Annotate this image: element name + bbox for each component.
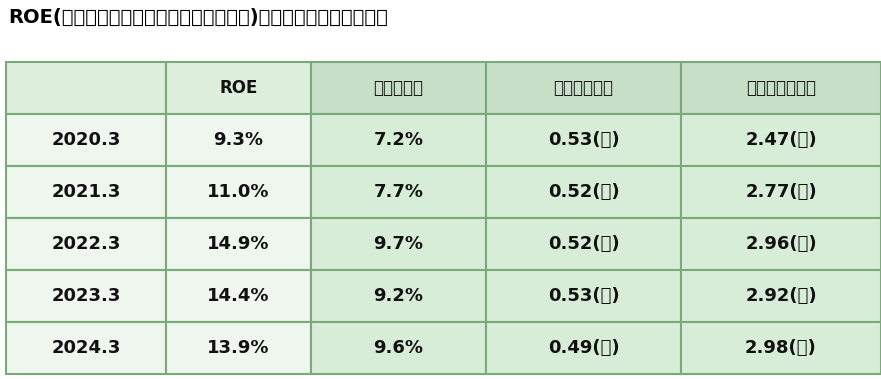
Text: 当期利益率: 当期利益率 bbox=[374, 79, 424, 97]
Bar bbox=[6, 322, 166, 374]
Bar bbox=[311, 114, 486, 166]
Bar bbox=[681, 322, 881, 374]
Text: 2.96(倍): 2.96(倍) bbox=[745, 235, 817, 253]
Bar bbox=[311, 62, 486, 114]
Bar bbox=[166, 62, 311, 114]
Text: 0.52(回): 0.52(回) bbox=[548, 235, 619, 253]
Text: 2022.3: 2022.3 bbox=[51, 235, 121, 253]
Bar bbox=[486, 218, 681, 270]
Bar bbox=[486, 62, 681, 114]
Text: 0.49(回): 0.49(回) bbox=[548, 339, 619, 357]
Text: 0.52(回): 0.52(回) bbox=[548, 183, 619, 201]
Text: 7.7%: 7.7% bbox=[374, 183, 424, 201]
Text: 9.7%: 9.7% bbox=[374, 235, 424, 253]
Text: 9.3%: 9.3% bbox=[213, 131, 263, 149]
Text: 2023.3: 2023.3 bbox=[51, 287, 121, 305]
Bar bbox=[6, 270, 166, 322]
Text: 2021.3: 2021.3 bbox=[51, 183, 121, 201]
Text: 9.6%: 9.6% bbox=[374, 339, 424, 357]
Bar bbox=[311, 218, 486, 270]
Text: 2.98(倍): 2.98(倍) bbox=[745, 339, 817, 357]
Bar bbox=[486, 166, 681, 218]
Bar bbox=[486, 114, 681, 166]
Text: 11.0%: 11.0% bbox=[207, 183, 270, 201]
Bar bbox=[681, 166, 881, 218]
Bar bbox=[486, 322, 681, 374]
Bar bbox=[486, 270, 681, 322]
Bar bbox=[311, 322, 486, 374]
Bar bbox=[166, 166, 311, 218]
Bar bbox=[166, 322, 311, 374]
Bar bbox=[681, 62, 881, 114]
Text: 9.2%: 9.2% bbox=[374, 287, 424, 305]
Text: 7.2%: 7.2% bbox=[374, 131, 424, 149]
Bar bbox=[311, 270, 486, 322]
Bar bbox=[681, 218, 881, 270]
Bar bbox=[6, 218, 166, 270]
Bar bbox=[166, 270, 311, 322]
Text: 0.53(回): 0.53(回) bbox=[548, 131, 619, 149]
Bar bbox=[6, 62, 166, 114]
Text: 2024.3: 2024.3 bbox=[51, 339, 121, 357]
Bar bbox=[681, 270, 881, 322]
Text: 総資本回転率: 総資本回転率 bbox=[553, 79, 613, 97]
Text: 2.92(倍): 2.92(倍) bbox=[745, 287, 817, 305]
Bar bbox=[166, 218, 311, 270]
Text: 14.9%: 14.9% bbox=[207, 235, 270, 253]
Bar bbox=[6, 114, 166, 166]
Text: 2.47(倍): 2.47(倍) bbox=[745, 131, 817, 149]
Text: ROE: ROE bbox=[219, 79, 257, 97]
Text: 財務レバレッジ: 財務レバレッジ bbox=[746, 79, 816, 97]
Bar bbox=[311, 166, 486, 218]
Bar bbox=[681, 114, 881, 166]
Bar bbox=[166, 114, 311, 166]
Text: 2020.3: 2020.3 bbox=[51, 131, 121, 149]
Text: 13.9%: 13.9% bbox=[207, 339, 270, 357]
Text: 0.53(回): 0.53(回) bbox=[548, 287, 619, 305]
Text: 2.77(倍): 2.77(倍) bbox=[745, 183, 817, 201]
Text: ROE(株主資本当社に帰属する当期利益率)の分解と上昇・下降要因: ROE(株主資本当社に帰属する当期利益率)の分解と上昇・下降要因 bbox=[8, 8, 388, 27]
Bar bbox=[6, 166, 166, 218]
Text: 14.4%: 14.4% bbox=[207, 287, 270, 305]
